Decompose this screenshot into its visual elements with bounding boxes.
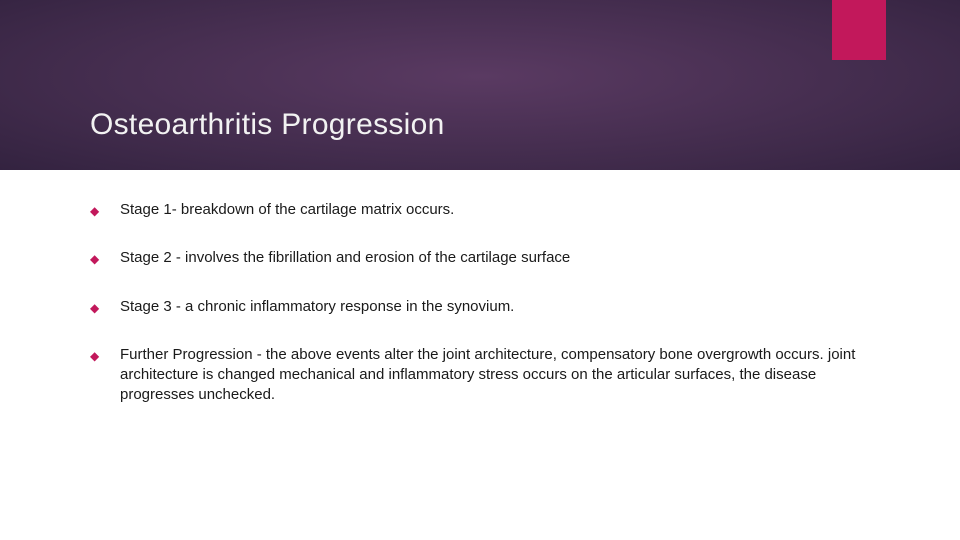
list-item: ◆ Stage 1- breakdown of the cartilage ma…	[90, 200, 870, 220]
bullet-text: Stage 1- breakdown of the cartilage matr…	[120, 201, 454, 218]
diamond-icon: ◆	[90, 251, 99, 267]
slide-content: ◆ Stage 1- breakdown of the cartilage ma…	[90, 200, 870, 406]
bullet-text: Stage 3 - a chronic inflammatory respons…	[120, 298, 514, 315]
accent-tab	[832, 0, 886, 60]
bullet-text: Further Progression - the above events a…	[120, 346, 855, 404]
header-band	[0, 0, 960, 170]
bullet-text: Stage 2 - involves the fibrillation and …	[120, 249, 570, 266]
list-item: ◆ Further Progression - the above events…	[90, 345, 870, 406]
diamond-icon: ◆	[90, 300, 99, 316]
diamond-icon: ◆	[90, 348, 99, 364]
bullet-list: ◆ Stage 1- breakdown of the cartilage ma…	[90, 200, 870, 406]
slide-title: Osteoarthritis Progression	[90, 108, 445, 142]
diamond-icon: ◆	[90, 203, 99, 219]
list-item: ◆ Stage 2 - involves the fibrillation an…	[90, 248, 870, 268]
list-item: ◆ Stage 3 - a chronic inflammatory respo…	[90, 297, 870, 317]
slide: Osteoarthritis Progression ◆ Stage 1- br…	[0, 0, 960, 540]
